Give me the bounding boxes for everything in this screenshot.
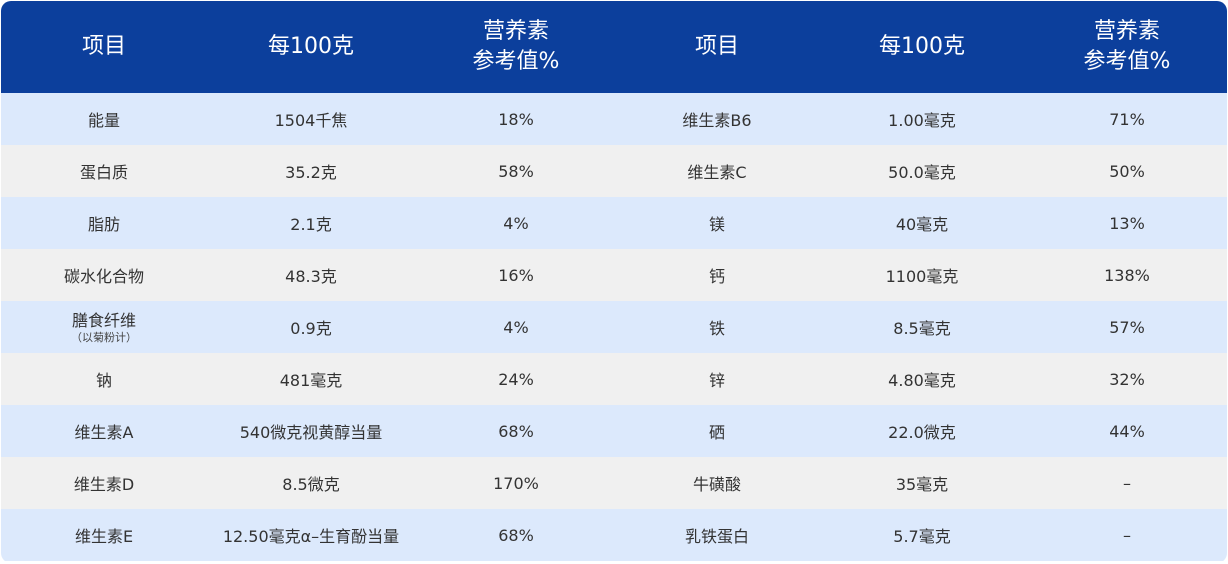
cell-item: 碳水化合物	[63, 267, 144, 286]
cell-nrv: 4%	[503, 317, 529, 337]
cell-nrv-2: 13%	[1109, 213, 1145, 233]
table-row: 蛋白质 35.2克 58% 维生素C 50.0毫克 50%	[1, 145, 1227, 197]
cell-item-2: 锌	[708, 371, 725, 390]
header-nrv2-line1: 营养素	[1093, 19, 1160, 44]
table-row: 膳食纤维 （以菊粉计） 0.9克 4% 铁 8.5毫克 57%	[1, 301, 1227, 353]
cell-nrv: 24%	[498, 369, 534, 389]
cell-nrv-2: 44%	[1109, 421, 1145, 441]
header-nrv-2: 营养素 参考值%	[1027, 1, 1227, 93]
cell-item-note: （以菊粉计）	[71, 330, 137, 344]
cell-nrv: 58%	[498, 161, 534, 181]
cell-per100g-2: 4.80毫克	[888, 371, 956, 390]
cell-nrv: 4%	[503, 213, 529, 233]
cell-nrv-2: –	[1123, 525, 1131, 545]
table-row: 碳水化合物 48.3克 16% 钙 1100毫克 138%	[1, 249, 1227, 301]
table-row: 维生素E 12.50毫克α–生育酚当量 68% 乳铁蛋白 5.7毫克 –	[1, 509, 1227, 561]
cell-nrv-2: 57%	[1109, 317, 1145, 337]
cell-nrv-2: –	[1123, 473, 1131, 493]
cell-per100g-2: 40毫克	[895, 215, 949, 234]
table-row: 钠 481毫克 24% 锌 4.80毫克 32%	[1, 353, 1227, 405]
header-nrv-line2: 参考值%	[472, 49, 560, 74]
cell-nrv: 68%	[498, 525, 534, 545]
cell-per100g-2: 1.00毫克	[888, 111, 956, 130]
cell-item: 膳食纤维 （以菊粉计）	[1, 301, 207, 353]
cell-item-2: 镁	[708, 215, 725, 234]
cell-nrv-2: 138%	[1104, 265, 1150, 285]
cell-per100g-2: 8.5毫克	[893, 319, 951, 338]
table-header: 项目 每100克 营养素 参考值% 项目 每100克 营养素 参考值%	[1, 1, 1227, 93]
header-item-2: 项目	[694, 34, 739, 59]
header-per100g-2: 每100克	[879, 34, 965, 59]
cell-item: 蛋白质	[79, 163, 128, 182]
cell-per100g-2: 5.7毫克	[893, 527, 951, 546]
header-row: 项目 每100克 营养素 参考值% 项目 每100克 营养素 参考值%	[1, 1, 1227, 93]
cell-nrv: 170%	[493, 473, 539, 493]
header-per100g: 每100克	[268, 34, 354, 59]
cell-item: 钠	[95, 371, 112, 390]
header-item: 项目	[81, 34, 126, 59]
cell-item-2: 维生素C	[687, 163, 747, 182]
table-row: 维生素A 540微克视黄醇当量 68% 硒 22.0微克 44%	[1, 405, 1227, 457]
cell-per100g-2: 35毫克	[895, 475, 949, 494]
cell-item-2: 牛磺酸	[692, 475, 741, 494]
cell-nrv: 68%	[498, 421, 534, 441]
table-body: 能量 1504千焦 18% 维生素B6 1.00毫克 71% 蛋白质 35.2克 58% 维生素C…	[1, 93, 1227, 561]
header-nrv2-line2: 参考值%	[1083, 49, 1171, 74]
cell-per100g: 48.3克	[285, 267, 337, 286]
cell-item: 脂肪	[87, 215, 120, 234]
cell-item: 维生素A	[74, 423, 134, 442]
cell-item-2: 维生素B6	[682, 111, 752, 130]
cell-per100g: 12.50毫克α–生育酚当量	[222, 527, 400, 546]
cell-per100g: 1504千焦	[274, 111, 348, 130]
cell-per100g: 35.2克	[285, 163, 337, 182]
cell-nrv: 16%	[498, 265, 534, 285]
cell-item-2: 硒	[708, 423, 725, 442]
cell-per100g: 0.9克	[290, 319, 332, 338]
cell-per100g: 8.5微克	[282, 475, 340, 494]
cell-per100g-2: 22.0微克	[888, 423, 956, 442]
table-row: 能量 1504千焦 18% 维生素B6 1.00毫克 71%	[1, 93, 1227, 145]
cell-per100g: 2.1克	[290, 215, 332, 234]
cell-nrv: 18%	[498, 109, 534, 129]
cell-item: 维生素E	[74, 527, 134, 546]
cell-item-2: 铁	[708, 319, 725, 338]
cell-nrv-2: 32%	[1109, 369, 1145, 389]
cell-item-2: 钙	[708, 267, 725, 286]
header-nrv: 营养素 参考值%	[415, 1, 617, 93]
cell-nrv-2: 50%	[1109, 161, 1145, 181]
cell-item: 维生素D	[73, 475, 135, 494]
cell-per100g-2: 1100毫克	[885, 267, 959, 286]
cell-per100g: 540微克视黄醇当量	[239, 423, 383, 442]
table-row: 脂肪 2.1克 4% 镁 40毫克 13%	[1, 197, 1227, 249]
cell-nrv-2: 71%	[1109, 109, 1145, 129]
cell-per100g: 481毫克	[279, 371, 343, 390]
cell-item-label: 膳食纤维	[71, 310, 136, 330]
header-nrv-line1: 营养素	[482, 19, 549, 44]
cell-per100g-2: 50.0毫克	[888, 163, 956, 182]
cell-item-2: 乳铁蛋白	[684, 527, 749, 546]
table-row: 维生素D 8.5微克 170% 牛磺酸 35毫克 –	[1, 457, 1227, 509]
cell-item: 能量	[87, 111, 120, 130]
